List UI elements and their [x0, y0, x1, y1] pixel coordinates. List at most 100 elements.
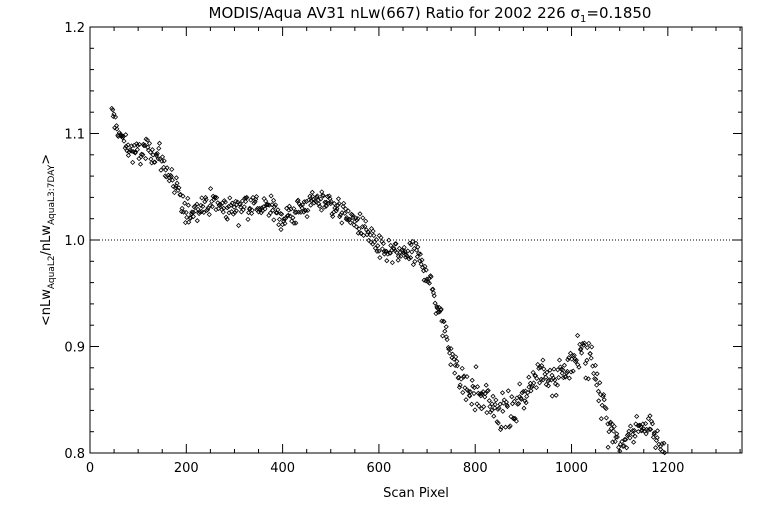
data-point — [360, 215, 366, 221]
data-point — [571, 352, 577, 358]
data-point — [227, 195, 233, 201]
data-point — [653, 445, 659, 451]
data-point — [245, 216, 251, 222]
data-point — [347, 220, 353, 226]
data-point — [482, 391, 488, 397]
data-point — [560, 375, 566, 381]
data-point — [584, 357, 590, 363]
data-point — [445, 344, 451, 351]
title-main: MODIS/Aqua AV31 nLw(667) Ratio for 2002 … — [209, 4, 581, 22]
data-point — [201, 209, 207, 215]
y-tick-label: 0.8 — [64, 447, 85, 462]
data-point — [262, 206, 268, 212]
data-point — [132, 149, 138, 155]
data-point — [366, 237, 372, 243]
data-point — [169, 177, 175, 183]
data-point — [291, 220, 297, 226]
data-point — [635, 423, 641, 429]
data-point — [594, 382, 600, 388]
data-point — [581, 340, 588, 346]
data-point — [326, 193, 332, 199]
data-point — [334, 206, 340, 212]
data-point — [590, 363, 596, 369]
data-point — [145, 144, 151, 150]
data-point — [446, 346, 452, 352]
data-point — [619, 439, 625, 445]
data-point — [588, 355, 594, 361]
data-point — [121, 138, 127, 144]
data-point — [610, 439, 616, 445]
data-point — [389, 260, 395, 266]
data-point — [156, 140, 163, 146]
data-point — [271, 217, 277, 223]
data-point — [482, 394, 488, 400]
data-point — [273, 210, 279, 216]
data-point — [511, 415, 517, 421]
data-point — [543, 374, 549, 380]
data-point — [216, 202, 222, 208]
data-point — [309, 189, 315, 195]
data-point — [603, 406, 609, 412]
data-point — [497, 401, 503, 407]
data-point — [344, 217, 350, 223]
data-point — [454, 358, 460, 364]
data-point — [434, 305, 440, 311]
data-point — [295, 197, 301, 203]
data-point — [410, 262, 416, 268]
y-tick-label: 1.1 — [64, 128, 85, 143]
data-point — [158, 167, 164, 173]
data-point — [153, 151, 159, 157]
data-point — [474, 401, 480, 407]
data-point — [209, 198, 215, 204]
data-point — [651, 430, 657, 436]
data-point — [279, 221, 286, 228]
data-point — [643, 431, 649, 437]
data-point — [305, 207, 311, 213]
data-point — [648, 426, 654, 432]
data-point — [176, 185, 182, 191]
data-point — [244, 194, 250, 200]
data-point — [557, 364, 563, 370]
data-point — [417, 251, 423, 257]
data-point — [391, 246, 397, 252]
data-point — [224, 216, 230, 222]
data-point — [161, 158, 167, 164]
data-point — [123, 132, 129, 138]
data-point — [599, 402, 605, 408]
x-axis-ticks: 0 200 400 600 800 1000 1200 — [86, 27, 741, 476]
data-point — [634, 413, 640, 419]
data-point — [596, 398, 602, 404]
data-point — [371, 232, 377, 239]
data-point — [593, 376, 599, 382]
data-point — [367, 232, 373, 238]
data-point — [192, 203, 198, 209]
data-point — [231, 204, 237, 210]
data-point — [603, 415, 609, 421]
data-point — [267, 210, 273, 216]
data-point — [612, 438, 618, 445]
data-point — [661, 440, 667, 446]
data-point — [159, 158, 165, 164]
data-point — [140, 152, 146, 158]
data-point — [472, 407, 478, 413]
data-point — [457, 382, 463, 388]
data-point — [363, 218, 369, 224]
data-point — [648, 418, 655, 424]
data-point — [540, 377, 546, 383]
data-point — [617, 448, 623, 454]
data-point — [308, 197, 314, 204]
data-point — [184, 214, 190, 220]
data-point — [627, 435, 633, 441]
data-point — [414, 254, 420, 260]
data-point — [173, 175, 179, 181]
data-point — [408, 242, 414, 248]
x-tick-label: 200 — [174, 461, 199, 476]
data-point — [114, 126, 120, 132]
data-point — [354, 217, 360, 223]
data-point — [230, 211, 236, 217]
data-point — [125, 142, 131, 148]
data-point — [448, 346, 454, 352]
data-point — [490, 393, 496, 399]
y-label-part-3: > — [39, 154, 54, 165]
y-label-sub-1: AquaL2 — [47, 255, 57, 289]
